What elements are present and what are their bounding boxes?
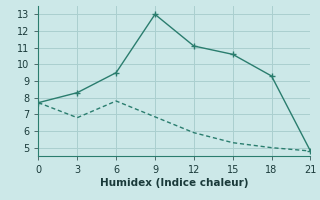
X-axis label: Humidex (Indice chaleur): Humidex (Indice chaleur): [100, 178, 249, 188]
